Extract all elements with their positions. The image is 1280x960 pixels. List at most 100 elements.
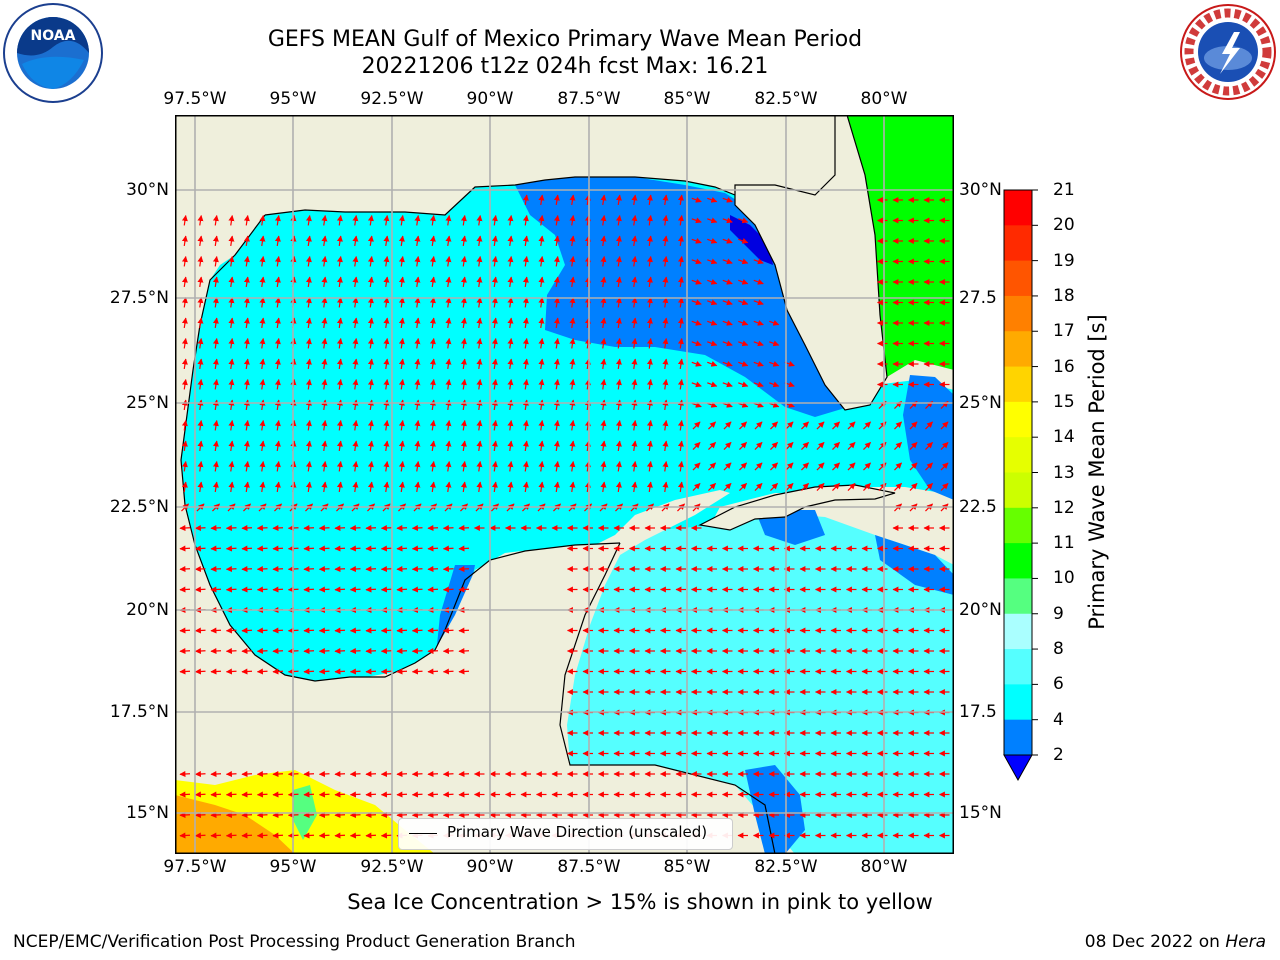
wave-arrow [181, 255, 188, 267]
wave-arrow [847, 483, 856, 491]
wave-arrow [569, 194, 576, 206]
wave-arrow [832, 442, 840, 450]
graticule [175, 115, 954, 854]
wave-arrow [197, 214, 204, 226]
map-title: GEFS MEAN Gulf of Mexico Primary Wave Me… [267, 27, 863, 52]
florida-land [734, 115, 888, 411]
wave-arrow [615, 276, 622, 288]
wave-arrow [863, 442, 871, 450]
wave-arrow [305, 296, 312, 308]
wave-arrow [707, 217, 718, 224]
wave-arrow [181, 399, 188, 411]
wave-arrow [181, 276, 188, 288]
wave-arrow [739, 421, 747, 430]
lon-label-bottom: 85°W [663, 857, 711, 877]
wave-arrow [662, 358, 669, 370]
wave-arrow [677, 337, 684, 349]
wave-arrow [894, 442, 902, 450]
wave-arrow [259, 317, 266, 329]
wave-arrow [722, 217, 733, 224]
map-subtitle: 20221206 t12z 024h fcst Max: 16.21 [361, 54, 769, 79]
wave-arrow [243, 399, 250, 411]
wave-arrow [429, 255, 436, 267]
wave-arrow [491, 440, 498, 452]
wave-arrow [228, 419, 235, 431]
wave-arrow [522, 460, 529, 472]
caribbean-water [560, 513, 954, 854]
wave-arrow [259, 481, 266, 493]
wave-arrow [600, 481, 607, 493]
wave-arrow [832, 462, 840, 471]
wave-arrow [398, 296, 405, 308]
wave-arrow [274, 317, 281, 329]
wave-arrow [414, 255, 421, 267]
wave-arrow [631, 378, 638, 390]
wave-arrow [553, 460, 560, 472]
lat-label-right: 17.5 [959, 702, 997, 722]
wave-arrow [228, 358, 235, 370]
wave-arrow [212, 358, 219, 370]
wave-arrow [336, 419, 343, 431]
wave-arrow [414, 317, 421, 329]
wave-arrow [476, 481, 483, 493]
lon-label-top: 95°W [269, 89, 317, 109]
wave-arrow [691, 258, 702, 265]
lat-label-left: 22.5°N [109, 497, 169, 517]
wave-arrow [753, 402, 764, 408]
wave-arrow [677, 317, 684, 329]
wave-arrow [476, 235, 483, 247]
wave-arrow [181, 214, 188, 226]
wave-arrow [367, 317, 374, 329]
lat-label-right: 15°N [959, 803, 1002, 823]
wave-arrow [691, 217, 702, 224]
wave-arrow [708, 421, 716, 430]
lat-label-left: 15°N [126, 803, 169, 823]
wave-arrow [754, 462, 763, 471]
wave-arrow [722, 381, 733, 388]
wave-arrow [367, 255, 374, 267]
wave-arrow [476, 214, 483, 226]
wave-arrow [738, 279, 749, 285]
colorbar-extend [1003, 754, 1033, 782]
wave-arrow [739, 442, 747, 450]
wave-arrow [615, 317, 622, 329]
wave-arrow [383, 481, 390, 493]
wave-arrow [940, 462, 949, 471]
wave-arrow [507, 214, 514, 226]
wave-arrow [491, 358, 498, 370]
wave-arrow [722, 402, 733, 408]
colorbar-tick-label: 17 [1053, 321, 1075, 342]
wave-arrow [398, 378, 405, 390]
wave-arrow [816, 462, 825, 471]
wave-arrow [429, 235, 436, 247]
wave-arrow [692, 421, 701, 430]
wave-arrow [383, 296, 390, 308]
wave-arrow [212, 317, 219, 329]
wave-arrow [553, 399, 560, 411]
wave-arrow [600, 214, 607, 226]
wave-arrow [507, 337, 514, 349]
wave-arrow [522, 194, 529, 206]
wave-arrow [553, 235, 560, 247]
wave-arrow [197, 419, 204, 431]
lon-label-top: 80°W [860, 89, 908, 109]
wave-arrow [909, 483, 918, 491]
wave-arrow [429, 358, 436, 370]
wave-arrow [631, 419, 638, 431]
wave-arrow [507, 481, 514, 493]
wave-arrow [197, 255, 204, 267]
wave-arrow [367, 378, 374, 390]
wave-arrow [691, 197, 702, 203]
wave-arrow [243, 255, 250, 267]
wave-arrow [522, 214, 529, 226]
wave-arrow [615, 337, 622, 349]
wave-arrow [722, 361, 733, 367]
colorbar-segment [1004, 401, 1032, 438]
wave-arrow [274, 296, 281, 308]
colorbar-segment [1004, 649, 1032, 685]
wave-arrow [367, 358, 374, 370]
wave-arrow [321, 317, 328, 329]
wave-arrow [460, 255, 467, 267]
wave-arrow [507, 440, 514, 452]
wave-arrow [662, 378, 669, 390]
